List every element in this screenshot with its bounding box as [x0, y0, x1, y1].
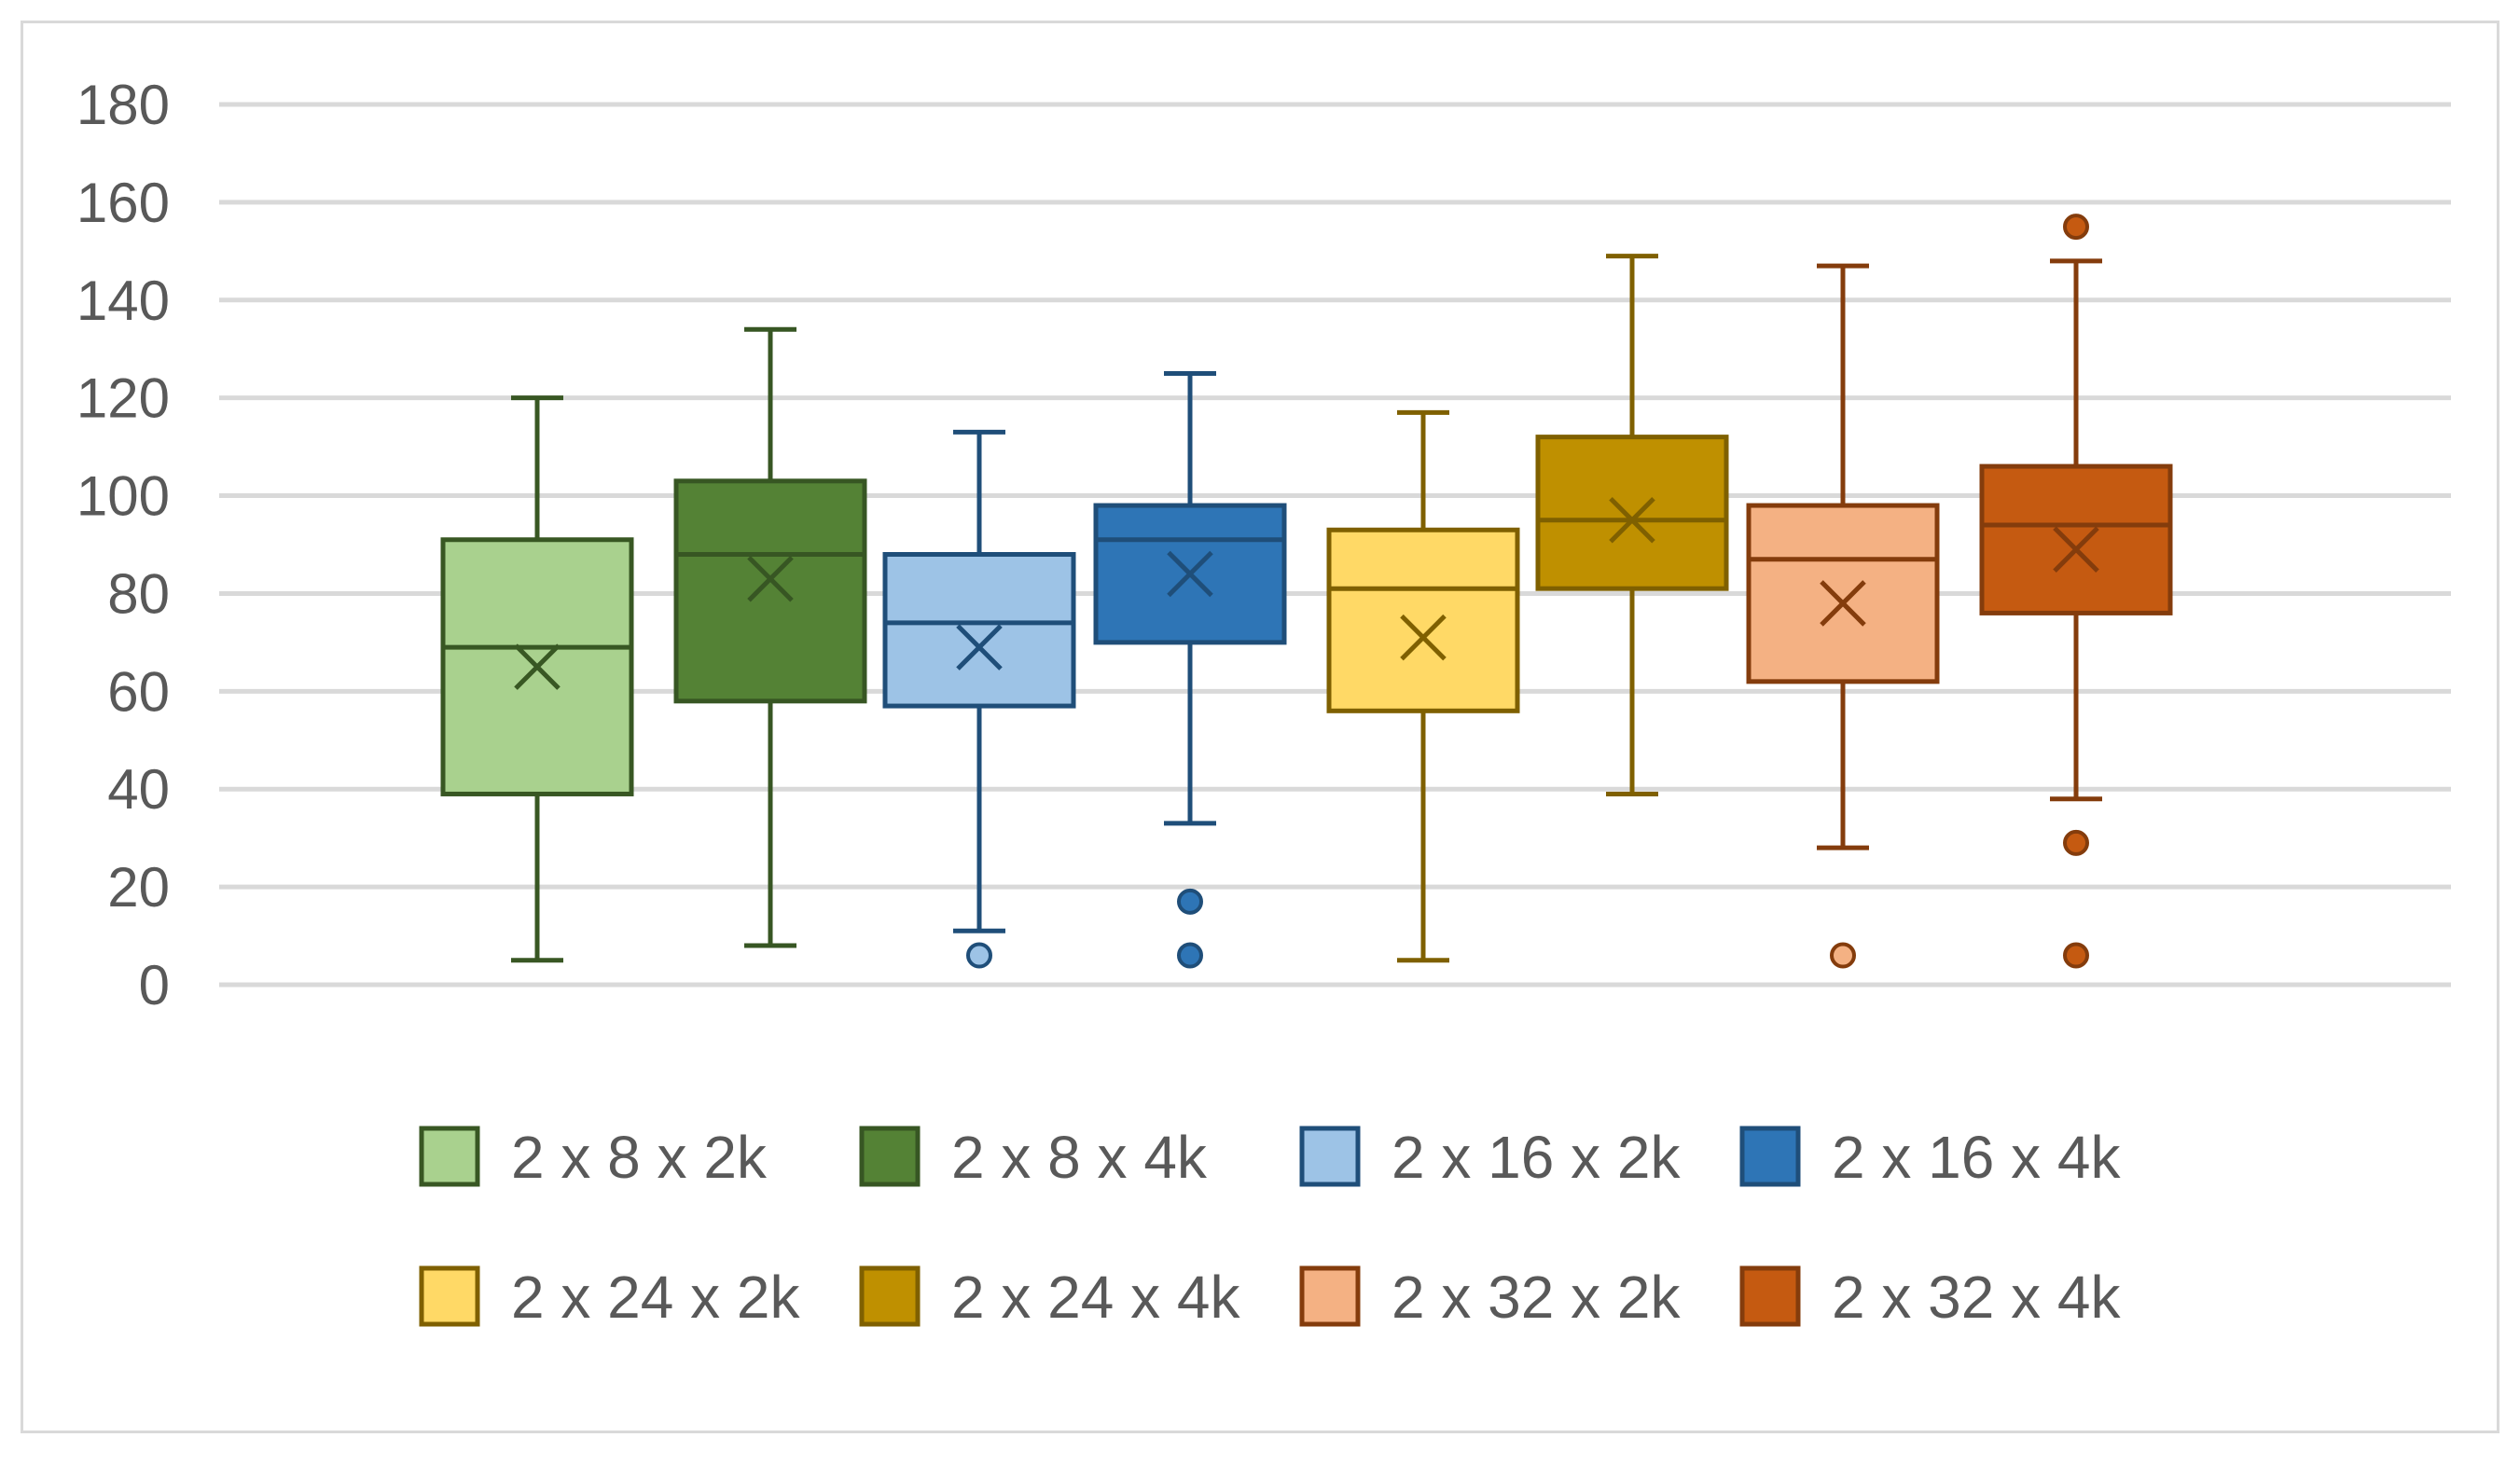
y-tick-label: 60 [107, 660, 170, 723]
mean-marker [1609, 497, 1655, 544]
y-tick-label: 120 [76, 367, 170, 430]
mean-marker [1400, 614, 1447, 661]
legend-label: 2 x 24 x 2k [511, 1264, 801, 1331]
legend-label: 2 x 32 x 2k [1392, 1264, 1682, 1331]
iqr-box [1979, 463, 2173, 615]
legend-entry: 2 x 24 x 4k [859, 1264, 1241, 1331]
outlier-point [1177, 888, 1203, 915]
box-4 [1093, 370, 1287, 969]
box-2 [673, 326, 867, 948]
mean-marker [1167, 550, 1213, 598]
legend-label: 2 x 16 x 2k [1392, 1124, 1682, 1191]
legend-label: 2 x 32 x 4k [1832, 1264, 2122, 1331]
box-8 [1979, 214, 2173, 969]
legend-label: 2 x 8 x 2k [511, 1124, 768, 1191]
y-tick-label: 20 [107, 856, 170, 919]
legend-label: 2 x 24 x 4k [951, 1264, 1241, 1331]
outlier-point [2063, 829, 2089, 856]
legend-swatch [1299, 1126, 1361, 1187]
legend-swatch [1739, 1265, 1801, 1327]
box-6 [1535, 254, 1729, 796]
outlier-point [1830, 942, 1856, 969]
y-tick-label: 180 [76, 74, 170, 136]
iqr-box [1535, 435, 1729, 591]
iqr-box [882, 551, 1076, 709]
legend-label: 2 x 8 x 4k [951, 1124, 1208, 1191]
legend-entry: 2 x 8 x 2k [419, 1124, 768, 1191]
iqr-box [1326, 527, 1520, 713]
legend: 2 x 8 x 2k 2 x 8 x 4k 2 x 16 x 2k 2 x 16 x … [419, 1124, 2122, 1331]
box-series [440, 214, 2173, 969]
legend-entry: 2 x 8 x 4k [859, 1124, 1208, 1191]
mean-marker [2053, 526, 2099, 574]
legend-swatch [419, 1126, 480, 1187]
chart-frame [21, 21, 2499, 1433]
legend-swatch [1299, 1265, 1361, 1327]
box-3 [882, 429, 1076, 969]
legend-entry: 2 x 32 x 4k [1739, 1264, 2122, 1331]
legend-label: 2 x 16 x 4k [1832, 1124, 2122, 1191]
y-tick-label: 100 [76, 465, 170, 528]
mean-marker [747, 555, 794, 602]
y-axis-tick-labels: 0 20 40 60 80 100 120 140 160 180 [76, 74, 170, 1016]
box-1 [440, 395, 634, 963]
legend-entry: 2 x 16 x 4k [1739, 1124, 2122, 1191]
legend-swatch [859, 1126, 921, 1187]
outlier-point [966, 942, 992, 969]
outlier-point [2063, 214, 2089, 241]
y-tick-label: 0 [139, 954, 170, 1016]
legend-swatch [419, 1265, 480, 1327]
legend-entry: 2 x 16 x 2k [1299, 1124, 1682, 1191]
y-tick-label: 160 [76, 172, 170, 234]
iqr-box [1746, 503, 1940, 684]
box-5 [1326, 409, 1520, 963]
outlier-point [2063, 942, 2089, 969]
mean-marker [956, 624, 1003, 670]
legend-entry: 2 x 24 x 2k [419, 1264, 801, 1331]
y-tick-label: 140 [76, 270, 170, 332]
mean-marker [514, 643, 561, 690]
legend-swatch [859, 1265, 921, 1327]
y-tick-label: 40 [107, 758, 170, 821]
legend-entry: 2 x 32 x 2k [1299, 1264, 1682, 1331]
mean-marker [1820, 580, 1866, 627]
legend-swatch [1739, 1126, 1801, 1187]
y-tick-label: 80 [107, 562, 170, 625]
outlier-point [1177, 942, 1203, 969]
box-7 [1746, 263, 1940, 969]
iqr-box [673, 478, 867, 704]
